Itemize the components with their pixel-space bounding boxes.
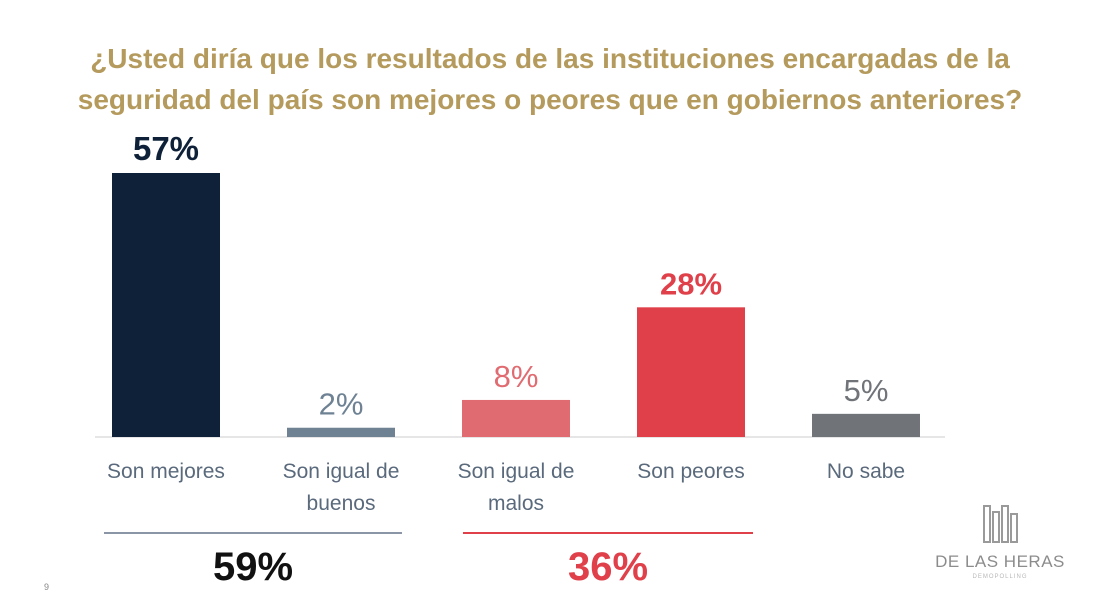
- category-label-line: Son igual de: [282, 460, 400, 483]
- bar-4: [812, 413, 920, 437]
- bar-3: [637, 307, 745, 437]
- data-label-0: 57%: [133, 130, 199, 167]
- bar-chart: 57% 2% 8% 28% 5%: [95, 130, 945, 438]
- data-label-2: 8%: [494, 359, 539, 394]
- company-logo-text: DE LAS HERAS: [935, 552, 1065, 571]
- category-label-1: Son igual de buenos: [261, 456, 421, 520]
- category-label-line: No sabe: [826, 460, 906, 483]
- group-total-positive: 59%: [212, 545, 294, 589]
- company-logo-icon: [983, 505, 1018, 543]
- category-label-0: Son mejores: [86, 456, 246, 488]
- bar-0: [112, 173, 220, 437]
- data-label-3: 28%: [660, 266, 722, 301]
- company-logo-subtext: DEMOPOLLING: [972, 574, 1028, 580]
- chart-title: ¿Usted diría que los resultados de las i…: [77, 43, 1023, 115]
- bar-2: [462, 399, 570, 437]
- category-label-3: Son peores: [611, 456, 771, 488]
- category-label-line: buenos: [306, 492, 376, 515]
- group-underline-negative: [463, 532, 753, 534]
- category-label-2: Son igual de malos: [436, 456, 596, 520]
- group-total-negative: 36%: [567, 545, 649, 589]
- data-label-4: 5%: [844, 373, 889, 408]
- category-label-line: Son igual de: [457, 460, 575, 483]
- category-label-4: No sabe: [786, 456, 946, 488]
- category-label-line: malos: [487, 492, 545, 515]
- group-underline-positive: [104, 532, 402, 534]
- page-number: 9: [44, 582, 50, 592]
- category-label-line: Son mejores: [107, 460, 225, 483]
- data-label-1: 2%: [319, 387, 364, 422]
- bar-1: [287, 427, 395, 437]
- category-label-line: Son peores: [637, 460, 745, 483]
